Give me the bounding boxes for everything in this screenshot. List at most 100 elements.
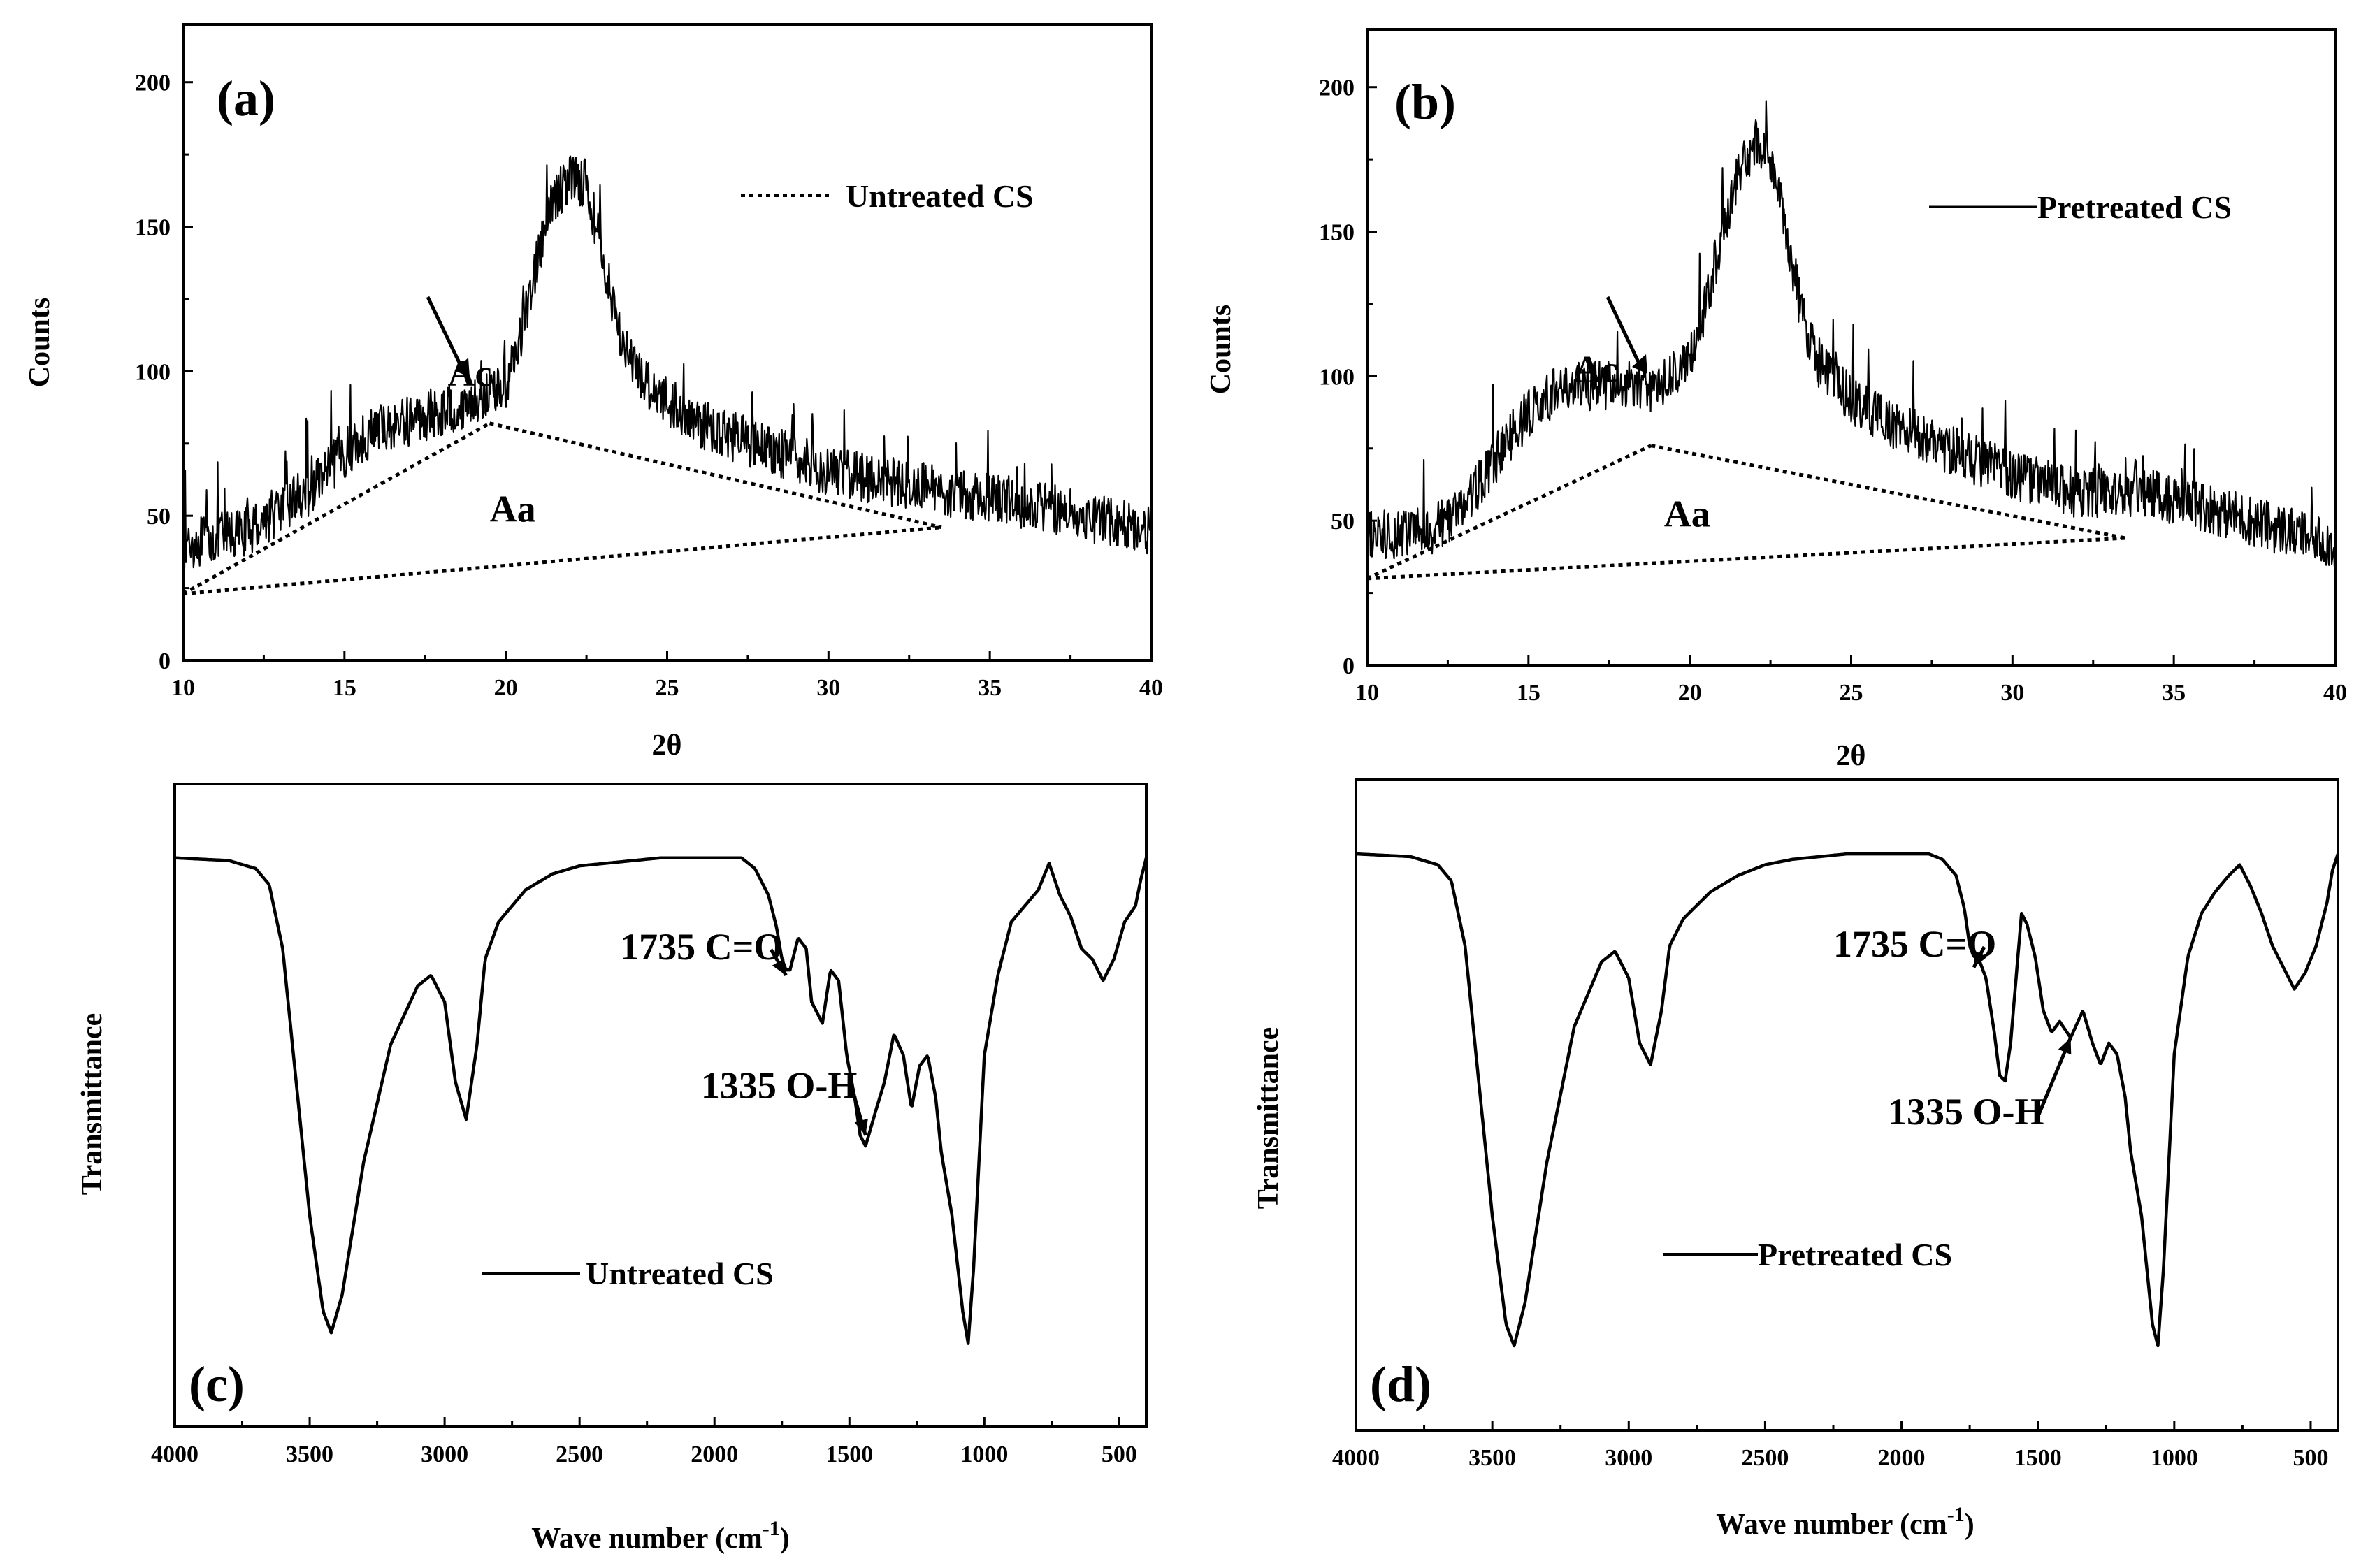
annotation-label: Aa <box>1664 493 1710 535</box>
annotation-label: 1735 C=O <box>1833 923 1996 965</box>
x-tick-label: 40 <box>1139 675 1163 701</box>
x-axis-title-close: ) <box>1965 1509 1974 1541</box>
plot-frame <box>1355 778 2339 1432</box>
x-tick-label: 35 <box>978 675 1002 701</box>
annotation-label: 1335 O-H <box>701 1064 858 1106</box>
x-tick-label: 25 <box>1840 680 1863 706</box>
annotations: Ac Aa <box>1573 349 1710 535</box>
panel-label: (a) <box>217 71 275 126</box>
x-axis-title: 2θ <box>652 729 682 762</box>
panel-b-xrd-pretreated: 10 15 20 25 30 35 40 0 50 100 150 200 (b) 2θ Counts… <box>1205 28 2347 772</box>
x-tick-label: 3500 <box>1468 1445 1516 1471</box>
x-tick-label: 3000 <box>1605 1445 1652 1471</box>
x-tick-label: 4000 <box>1332 1445 1380 1471</box>
axis-ticks <box>1355 1421 2312 1430</box>
ac-arrow-head <box>1632 354 1647 374</box>
annotation-label: 1735 C=O <box>620 926 783 968</box>
x-tick-label: 10 <box>1355 680 1379 706</box>
annotation-label: 1335 O-H <box>1888 1091 2044 1133</box>
y-axis-title: Counts <box>1205 305 1237 394</box>
dotted-baselines <box>1366 444 2126 581</box>
y-tick-label: 150 <box>1319 220 1355 246</box>
y-tick-label: 50 <box>1331 509 1355 535</box>
x-tick-label: 30 <box>2000 680 2024 706</box>
x-tick-label: 1500 <box>2014 1445 2062 1471</box>
legend-label: Untreated CS <box>586 1256 774 1291</box>
data-series <box>1366 100 2337 567</box>
data-series <box>174 856 1148 1345</box>
plot-frame <box>173 783 1148 1428</box>
series-line <box>1355 852 2340 1348</box>
panel-d-ftir-pretreated: 4000 3500 3000 2500 2000 1500 1000 500 (d) Wave… <box>1252 778 2340 1541</box>
x-tick-label: 30 <box>816 675 840 701</box>
legend: Untreated CS <box>482 1256 774 1291</box>
x-tick-label: 1000 <box>2151 1445 2198 1471</box>
y-tick-label: 200 <box>1319 75 1355 101</box>
x-tick-label: 2500 <box>556 1442 603 1467</box>
annotation-arrow-head <box>2058 1038 2072 1055</box>
x-axis-title-close: ) <box>780 1523 790 1555</box>
data-series <box>182 155 1153 569</box>
x-axis-title-main: Wave number (cm <box>1716 1509 1947 1541</box>
x-axis-title-sup: -1 <box>1947 1503 1965 1526</box>
annotation-arrow-head <box>772 958 786 975</box>
annotations: 1735 C=O 1335 O-H <box>1833 923 2072 1133</box>
x-tick-label: 15 <box>1517 680 1540 706</box>
ac-arrow <box>1605 296 1641 365</box>
annotation-arrow-head <box>854 1118 868 1135</box>
amorphous-baseline <box>1650 444 2126 540</box>
annotation-label: Ac <box>1573 349 1617 391</box>
panel-label: (c) <box>189 1356 245 1412</box>
x-tick-label: 3000 <box>421 1442 468 1467</box>
x-tick-label: 20 <box>1678 680 1702 706</box>
x-tick-label: 2500 <box>1741 1445 1789 1471</box>
dotted-baselines <box>182 421 942 596</box>
x-axis-title-main: Wave number (cm <box>531 1523 763 1555</box>
y-tick-label: 150 <box>135 215 171 241</box>
axis-tick-labels: 10 15 20 25 30 35 40 0 50 100 150 200 <box>1319 75 2347 706</box>
y-axis-title: Transmittance <box>76 1013 108 1196</box>
axis-ticks <box>1366 86 2337 667</box>
y-tick-label: 0 <box>159 648 171 674</box>
axis-tick-labels: 4000 3500 3000 2500 2000 1500 1000 500 <box>151 1442 1137 1467</box>
annotation-label: Aa <box>490 488 536 530</box>
amorphous-baseline <box>1366 536 2126 581</box>
x-tick-label: 10 <box>171 675 195 701</box>
panel-label: (d) <box>1370 1356 1431 1412</box>
x-tick-label: 35 <box>2162 680 2186 706</box>
y-axis-title: Transmittance <box>1252 1027 1285 1210</box>
series-line <box>1366 100 2337 567</box>
panel-label: (b) <box>1394 74 1456 130</box>
x-axis-title-sup: -1 <box>763 1517 780 1540</box>
annotation-arrow-head <box>1974 950 1987 968</box>
x-tick-label: 2000 <box>691 1442 738 1467</box>
x-tick-label: 1000 <box>960 1442 1008 1467</box>
y-tick-label: 100 <box>1319 364 1355 390</box>
amorphous-baseline <box>1366 444 1652 581</box>
y-tick-label: 200 <box>135 71 171 96</box>
x-tick-label: 500 <box>2293 1445 2328 1471</box>
panel-c-ftir-untreated: 4000 3500 3000 2500 2000 1500 1000 500 (c) Wave… <box>76 783 1148 1555</box>
legend-label: Untreated CS <box>846 178 1034 214</box>
x-tick-label: 2000 <box>1878 1445 1926 1471</box>
legend-label: Pretreated CS <box>1758 1237 1952 1272</box>
x-tick-label: 25 <box>656 675 679 701</box>
series-line <box>182 155 1153 569</box>
amorphous-baseline <box>489 421 942 530</box>
annotations: 1735 C=O 1335 O-H <box>620 926 868 1136</box>
x-tick-label: 3500 <box>286 1442 333 1467</box>
x-tick-label: 500 <box>1102 1442 1137 1467</box>
y-tick-label: 100 <box>135 359 171 385</box>
x-tick-label: 4000 <box>151 1442 198 1467</box>
axis-tick-labels: 4000 3500 3000 2500 2000 1500 1000 500 <box>1332 1445 2328 1471</box>
y-tick-label: 0 <box>1343 653 1355 679</box>
y-tick-label: 50 <box>147 504 171 530</box>
axis-ticks <box>173 1417 1120 1427</box>
x-axis-title: Wave number (cm-1) <box>1716 1503 1974 1541</box>
axis-tick-labels: 10 15 20 25 30 35 40 0 50 100 150 200 <box>135 71 1163 701</box>
y-axis-title: Counts <box>24 298 56 387</box>
legend-label: Pretreated CS <box>2037 189 2232 225</box>
data-series <box>1355 852 2340 1348</box>
x-axis-title: 2θ <box>1836 740 1866 772</box>
